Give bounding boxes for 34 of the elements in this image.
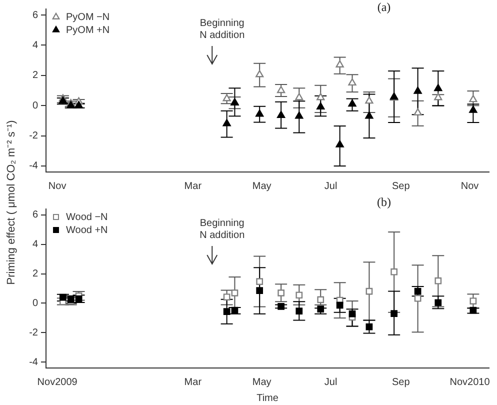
annotation: (a) (377, 0, 391, 14)
x-tick-label: Jul (324, 376, 338, 388)
annotation: Beginning N addition (200, 18, 245, 41)
x-tick-label: Mar (184, 180, 202, 192)
x-tick-label: Sep (392, 376, 410, 388)
y-tick-label: -4 (29, 356, 38, 368)
x-tick-label: Sep (392, 180, 410, 192)
y-tick-label: 6 (32, 10, 38, 21)
y-tick-label: -2 (29, 327, 38, 338)
x-tick-label: May (252, 376, 272, 388)
x-tick-label: Jul (324, 180, 338, 192)
y-tick-label: 0 (32, 100, 38, 112)
y-tick-label: 0 (32, 298, 38, 309)
legend-label: Wood +N (66, 224, 108, 236)
legend-label: PyOM −N (66, 12, 110, 23)
y-tick-label: 4 (32, 40, 38, 51)
x-axis-title: Time (256, 392, 279, 404)
legend-label: PyOM +N (66, 24, 110, 36)
y-tick-label: -4 (29, 160, 38, 172)
y-tick-label: 2 (32, 70, 38, 82)
text: (b) (377, 195, 391, 210)
x-tick-label: Nov2010 (450, 376, 490, 388)
x-tick-label: Nov (460, 180, 479, 192)
x-tick-label: Nov (48, 180, 66, 192)
x-tick-label: Nov2009 (37, 376, 78, 388)
y-tick-label: -2 (29, 130, 38, 142)
y-tick-label: 2 (32, 268, 38, 280)
x-tick-label: Mar (184, 376, 202, 388)
x-tick-label: May (252, 180, 272, 192)
legend-label: Wood −N (66, 212, 108, 223)
y-tick-label: 4 (32, 239, 38, 250)
y-axis-title: Priming effect ( μmol CO₂ m⁻² s⁻¹) (4, 119, 18, 287)
annotation: Beginning N addition (200, 218, 245, 241)
y-tick-label: 6 (32, 210, 38, 221)
